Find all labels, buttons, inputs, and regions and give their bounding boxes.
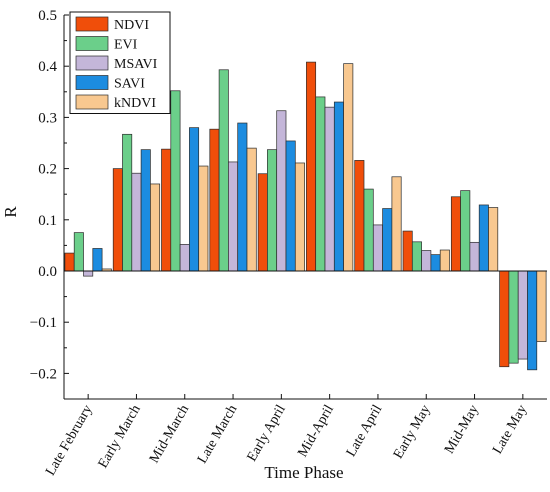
bar-savi-1 [140, 149, 151, 272]
legend-label-evi: EVI [114, 38, 138, 53]
bar-evi-9 [508, 270, 519, 364]
legend-label-ndvi: NDVI [114, 18, 149, 33]
bar-ndvi-3 [209, 128, 220, 272]
bar-msavi-7 [421, 250, 432, 272]
legend-swatch-ndvi [75, 16, 109, 32]
bar-evi-1 [122, 133, 133, 272]
y-tick-label-5: 0.3 [38, 110, 57, 126]
bar-msavi-8 [469, 241, 480, 272]
legend-swatch-msavi [75, 55, 109, 71]
bar-savi-9 [527, 270, 538, 371]
x-tick-label-6: Late April [344, 402, 386, 459]
bar-ndvi-5 [306, 61, 317, 272]
bar-savi-3 [237, 122, 248, 272]
x-tick-label-9: Late May [490, 403, 530, 457]
bar-kndvi-7 [439, 249, 450, 272]
legend-swatch-savi [75, 75, 109, 90]
bar-ndvi-6 [354, 160, 365, 272]
bars-layer [64, 61, 547, 371]
bar-evi-4 [267, 149, 278, 272]
x-tick-label-0: Late February [43, 403, 95, 479]
x-tick-label-4: Early April [245, 402, 289, 464]
bar-savi-4 [285, 140, 296, 272]
bar-ndvi-2 [161, 148, 172, 272]
bar-evi-2 [170, 90, 181, 272]
bar-kndvi-8 [488, 207, 499, 272]
y-tick-label-2: 0.0 [38, 264, 57, 280]
bar-savi-7 [430, 254, 441, 272]
bar-kndvi-6 [391, 176, 402, 272]
bar-savi-5 [333, 101, 344, 272]
legend-swatch-kndvi [75, 94, 109, 110]
y-tick-label-3: 0.1 [38, 213, 57, 229]
x-tick-label-3: Late March [195, 403, 240, 467]
legend-label-msavi: MSAVI [114, 57, 158, 72]
bar-savi-2 [189, 127, 200, 272]
bar-kndvi-1 [150, 183, 161, 272]
bar-ndvi-4 [257, 173, 268, 272]
y-tick-label-6: 0.4 [38, 59, 57, 75]
bar-evi-3 [218, 69, 229, 272]
bar-ndvi-0 [64, 252, 75, 272]
legend-label-kndvi: kNDVI [114, 96, 156, 111]
x-tick-label-8: Mid-May [442, 403, 482, 457]
bar-evi-5 [315, 96, 326, 272]
bar-savi-6 [382, 208, 393, 272]
legend-swatch-evi [75, 36, 109, 51]
bar-kndvi-9 [536, 270, 547, 343]
bar-evi-8 [460, 190, 471, 272]
x-tick-label-2: Mid-March [147, 403, 192, 466]
x-axis-title: Time Phase [264, 463, 343, 482]
legend-label-savi: SAVI [114, 77, 145, 92]
bar-msavi-3 [228, 161, 239, 272]
x-tick-label-1: Early March [96, 403, 144, 471]
bar-msavi-2 [179, 244, 190, 272]
bar-kndvi-2 [198, 165, 209, 272]
bar-msavi-5 [324, 106, 335, 272]
x-tick-label-7: Early May [391, 403, 434, 462]
bar-msavi-9 [517, 270, 528, 360]
y-tick-label-7: 0.5 [38, 8, 57, 24]
bar-ndvi-9 [499, 270, 510, 368]
y-axis-title: R [1, 206, 20, 218]
bar-ndvi-7 [402, 230, 413, 272]
legend: NDVI EVI MSAVI SAVI kNDVI [69, 11, 171, 114]
bar-msavi-1 [131, 172, 142, 272]
bar-ndvi-1 [112, 168, 123, 272]
bar-evi-7 [411, 241, 422, 272]
bar-kndvi-3 [246, 147, 257, 272]
bar-evi-6 [363, 188, 374, 272]
bar-msavi-6 [372, 224, 383, 272]
x-tick-label-5: Mid-April [295, 402, 337, 459]
y-tick-label-1: −0.1 [30, 315, 57, 331]
bar-kndvi-5 [343, 63, 354, 272]
bar-savi-0 [92, 248, 103, 272]
bar-msavi-4 [276, 110, 287, 272]
bar-msavi-0 [83, 270, 94, 277]
y-tick-label-4: 0.2 [38, 162, 57, 178]
y-tick-label-0: −0.2 [30, 366, 57, 382]
bar-evi-0 [73, 232, 84, 272]
bar-kndvi-4 [294, 162, 305, 272]
bar-savi-8 [478, 204, 489, 272]
bar-ndvi-8 [450, 196, 461, 272]
